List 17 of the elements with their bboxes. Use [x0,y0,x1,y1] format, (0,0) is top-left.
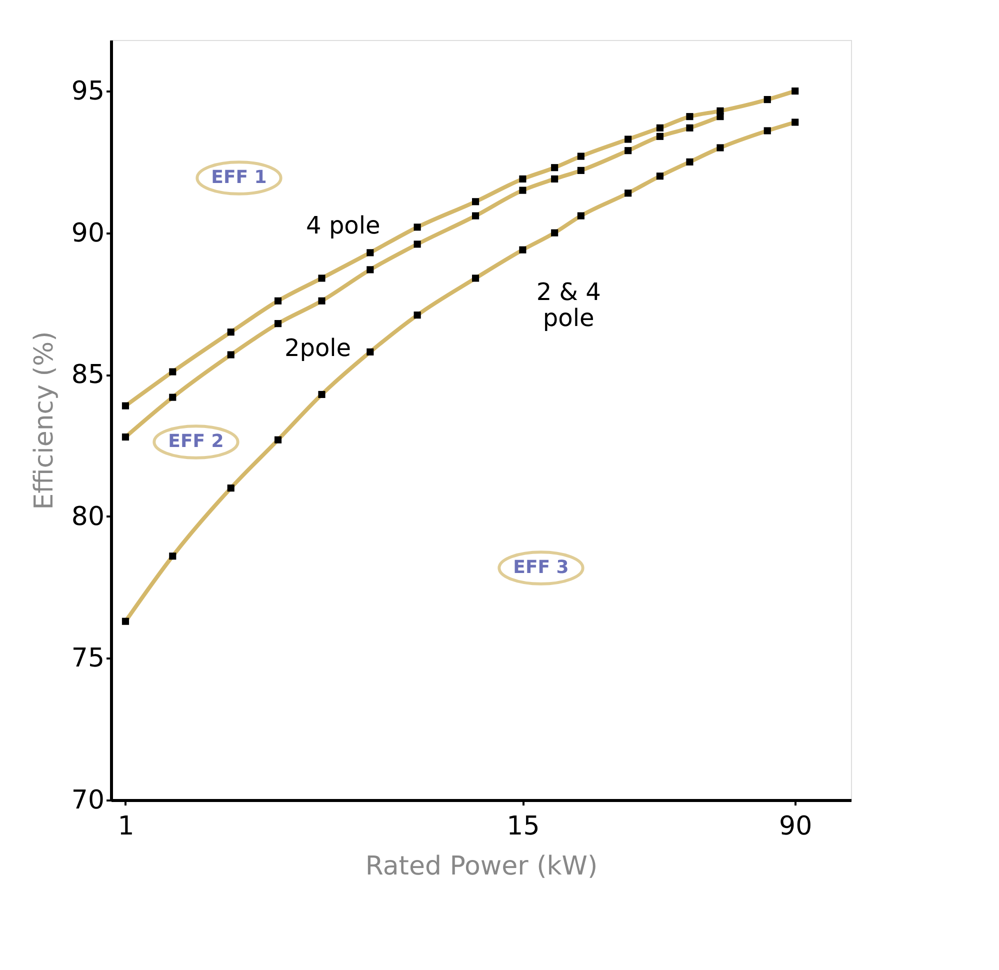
x-tick-label: 90 [779,812,812,842]
series-label: 2pole [284,334,352,362]
y-tick-label: 75 [71,644,104,674]
annotation: EFF 3 [513,557,569,578]
y-tick-label: 85 [71,360,104,390]
series-label: 4 pole [306,212,380,240]
y-tick-label: 95 [71,76,104,107]
y-axis-title: Efficiency (%) [29,331,60,510]
annotation: EFF 1 [211,167,267,188]
series-label: 2 & 4 pole [536,278,601,332]
y-tick-label: 70 [71,786,104,816]
annotation: EFF 2 [168,431,224,452]
x-axis-title: Rated Power (kW) [365,852,598,882]
x-tick-label: 1 [118,812,134,842]
x-tick-label: 15 [506,812,540,842]
y-tick-label: 90 [71,218,104,248]
y-tick-label: 80 [71,502,104,532]
